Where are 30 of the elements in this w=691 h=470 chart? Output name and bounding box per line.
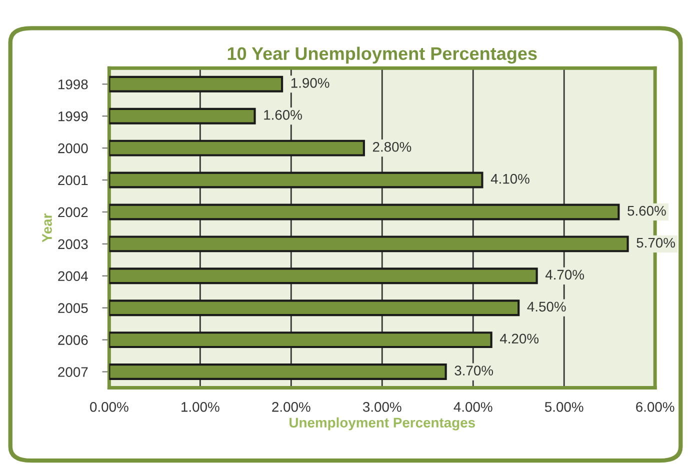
x-tick-label: 0.00% bbox=[90, 402, 128, 412]
data-label: 5.70% bbox=[636, 238, 675, 248]
x-tick-label: 4.00% bbox=[454, 402, 492, 412]
y-tick-label: 1998 bbox=[58, 79, 88, 90]
data-label: 1.60% bbox=[264, 110, 302, 120]
x-tick-label: 2.00% bbox=[272, 402, 310, 412]
y-tick-label: 1999 bbox=[58, 111, 88, 122]
y-tick-label: 2006 bbox=[58, 335, 88, 345]
x-tick-label: 3.00% bbox=[362, 402, 402, 412]
x-tick-label: 5.00% bbox=[544, 402, 584, 412]
data-label: 4.70% bbox=[545, 270, 584, 280]
x-tick-label: 6.00% bbox=[636, 402, 674, 412]
y-tick-label: 2003 bbox=[58, 239, 88, 250]
data-label: 2.80% bbox=[372, 142, 412, 152]
y-tick-label: 2002 bbox=[58, 207, 88, 218]
data-label: 3.70% bbox=[454, 366, 494, 376]
x-axis-title: Unemployment Percentages bbox=[290, 417, 475, 430]
data-label: 4.10% bbox=[490, 174, 530, 184]
y-tick-label: 2005 bbox=[58, 303, 88, 314]
data-label: 4.20% bbox=[500, 334, 539, 344]
x-tick-label: 1.00% bbox=[182, 402, 220, 412]
y-tick-label: 2004 bbox=[58, 271, 88, 282]
y-axis-title: Year bbox=[42, 213, 52, 242]
chart-title: 10 Year Unemployment Percentages bbox=[228, 46, 537, 64]
data-label: 4.50% bbox=[527, 302, 566, 312]
data-label: 1.90% bbox=[291, 78, 330, 88]
data-label: 5.60% bbox=[628, 206, 666, 216]
y-tick-label: 2000 bbox=[58, 143, 88, 154]
y-tick-label: 2007 bbox=[58, 367, 88, 377]
y-tick-label: 2001 bbox=[58, 175, 88, 186]
